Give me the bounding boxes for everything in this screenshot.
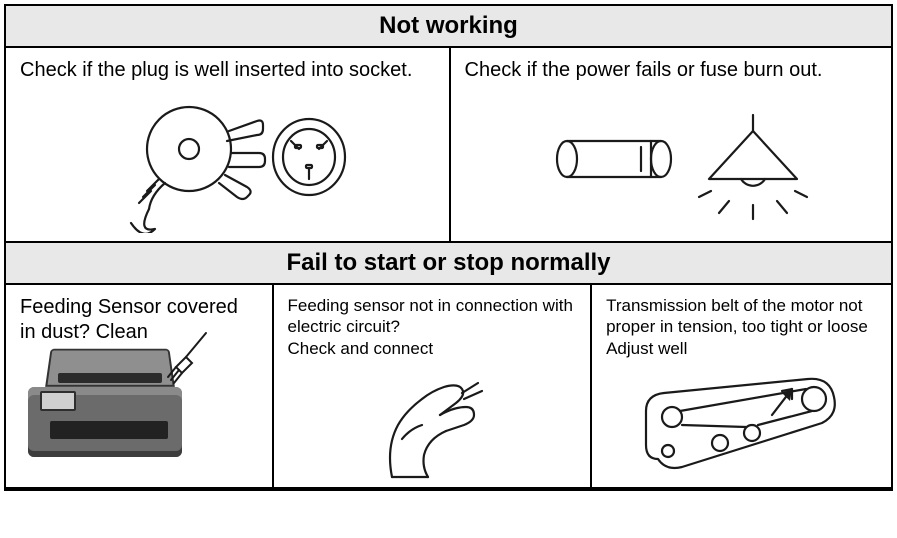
cell-text: Feeding sensor not in connection with el… <box>288 295 577 359</box>
cell-plug: Check if the plug is well inserted into … <box>6 48 449 241</box>
brush-icon <box>156 327 216 387</box>
section-row-not-working: Check if the plug is well inserted into … <box>6 48 891 243</box>
troubleshoot-table: Not working Check if the plug is well in… <box>4 4 893 491</box>
illus-hand <box>288 359 577 479</box>
cell-text: Feeding Sensor covered in dust? Clean <box>20 295 258 345</box>
illus-belt <box>606 359 877 479</box>
hand-pinch-icon <box>332 359 532 479</box>
cell-text: Check if the power fails or fuse burn ou… <box>465 58 878 83</box>
section-title: Fail to start or stop normally <box>286 249 610 276</box>
cell-check-connect: Feeding sensor not in connection with el… <box>272 285 591 487</box>
section-header-not-working: Not working <box>6 6 891 48</box>
belt-pulley-icon <box>622 359 862 479</box>
section-title: Not working <box>379 12 518 39</box>
illus-plug-socket <box>20 83 435 233</box>
cell-text: Check if the plug is well inserted into … <box>20 58 435 83</box>
section-row-fail-start: Feeding Sensor covered in dust? Clean <box>6 285 891 489</box>
plug-socket-icon <box>77 83 377 233</box>
cell-clean-sensor: Feeding Sensor covered in dust? Clean <box>6 285 272 487</box>
illus-money-counter <box>20 345 258 465</box>
cell-belt: Transmission belt of the motor not prope… <box>590 285 891 487</box>
fuse-lamp-icon <box>511 83 831 233</box>
illus-fuse-lamp <box>465 83 878 233</box>
section-header-fail-start: Fail to start or stop normally <box>6 243 891 285</box>
cell-text: Transmission belt of the motor not prope… <box>606 295 877 359</box>
cell-fuse: Check if the power fails or fuse burn ou… <box>449 48 892 241</box>
